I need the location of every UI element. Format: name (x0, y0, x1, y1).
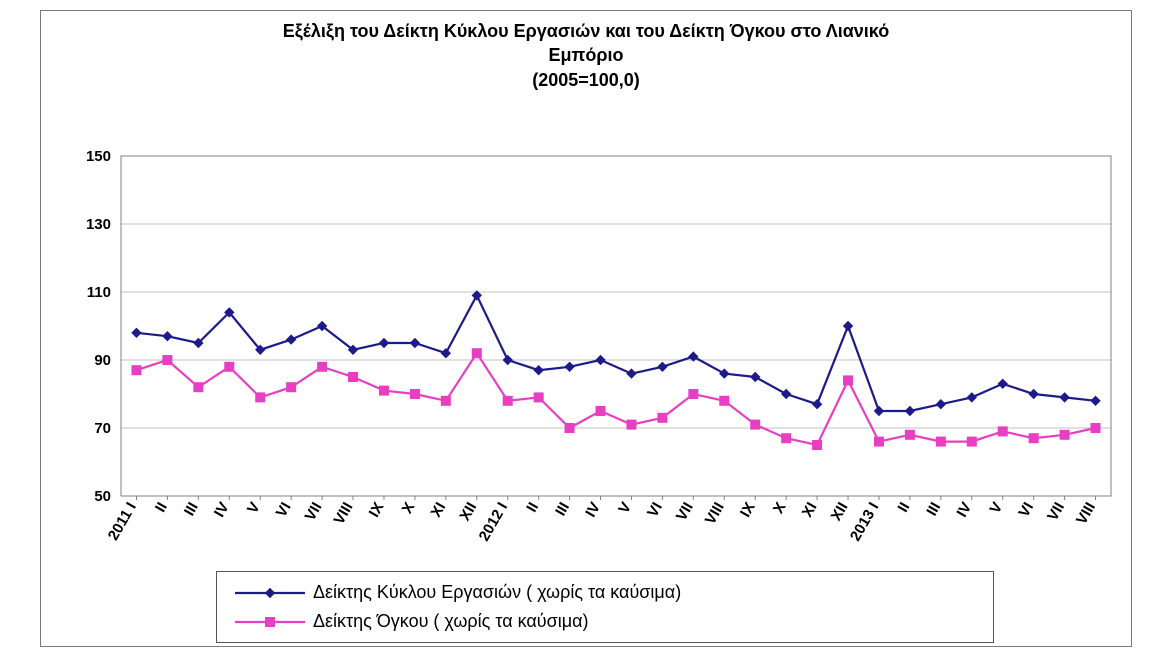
svg-text:70: 70 (94, 420, 111, 437)
svg-text:XI: XI (427, 500, 449, 521)
svg-text:VII: VII (1044, 500, 1068, 524)
svg-text:VI: VI (644, 500, 666, 521)
svg-text:II: II (894, 500, 913, 516)
svg-text:IV: IV (953, 500, 975, 521)
legend-item: Δείκτης Κύκλου Εργασιών ( χωρίς τα καύσι… (235, 578, 975, 607)
svg-text:VIII: VIII (1073, 500, 1099, 528)
chart-plot: 5070901101301502011 IIIIIIIVVVIVIIVIIIIX… (41, 11, 1131, 646)
svg-text:XI: XI (799, 500, 821, 521)
svg-text:II: II (152, 500, 171, 516)
svg-text:III: III (552, 500, 573, 519)
svg-text:130: 130 (86, 216, 111, 233)
svg-text:IX: IX (366, 500, 388, 521)
svg-text:2012 I: 2012 I (476, 500, 512, 545)
svg-text:V: V (615, 500, 635, 517)
legend-swatch (235, 613, 305, 631)
svg-text:110: 110 (87, 284, 111, 301)
legend-swatch (235, 584, 305, 602)
legend-label: Δείκτης Όγκου ( χωρίς τα καύσιμα) (313, 611, 589, 632)
svg-text:2013 I: 2013 I (847, 500, 883, 545)
svg-text:90: 90 (94, 352, 111, 369)
chart-container: Εξέλιξη του Δείκτη Κύκλου Εργασιών και τ… (40, 10, 1132, 647)
svg-text:VII: VII (302, 500, 326, 524)
svg-text:XII: XII (828, 500, 852, 524)
svg-text:XII: XII (456, 500, 480, 524)
legend-label: Δείκτης Κύκλου Εργασιών ( χωρίς τα καύσι… (313, 582, 681, 603)
svg-text:VIII: VIII (702, 500, 728, 528)
svg-text:IV: IV (211, 500, 233, 521)
svg-text:X: X (770, 500, 790, 517)
svg-text:II: II (523, 500, 542, 516)
svg-text:VI: VI (273, 500, 295, 521)
chart-legend: Δείκτης Κύκλου Εργασιών ( χωρίς τα καύσι… (216, 571, 994, 643)
svg-text:III: III (923, 500, 944, 519)
svg-text:50: 50 (94, 488, 111, 505)
svg-text:VII: VII (673, 500, 697, 524)
svg-text:V: V (986, 500, 1006, 517)
svg-text:VIII: VIII (331, 500, 357, 528)
legend-item: Δείκτης Όγκου ( χωρίς τα καύσιμα) (235, 607, 975, 636)
svg-text:V: V (244, 500, 264, 517)
svg-text:IV: IV (582, 500, 604, 521)
svg-text:IX: IX (737, 500, 759, 521)
svg-text:VI: VI (1015, 500, 1037, 521)
svg-text:III: III (181, 500, 202, 519)
svg-text:X: X (399, 500, 419, 517)
svg-text:2011 I: 2011 I (105, 500, 140, 544)
svg-text:150: 150 (86, 148, 111, 165)
